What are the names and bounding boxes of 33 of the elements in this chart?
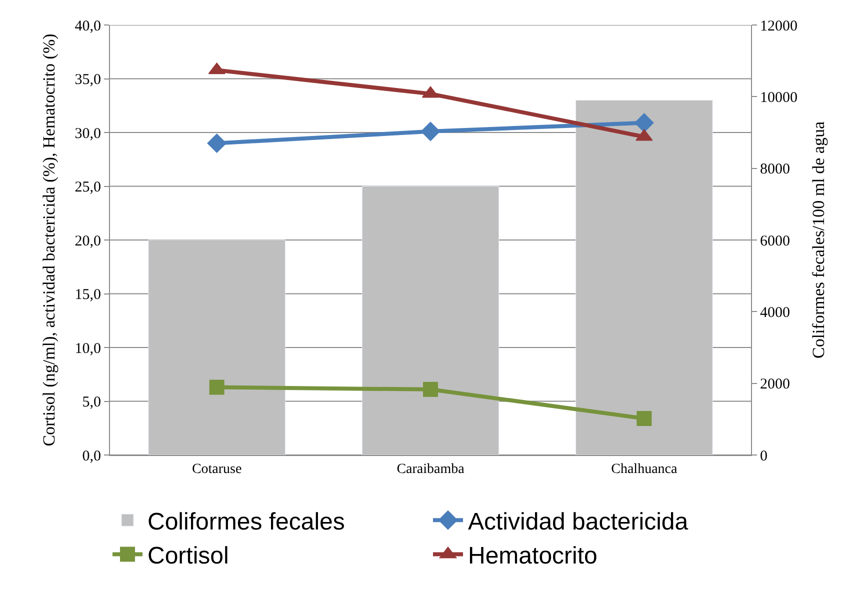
y2-axis-title: Coliformes fecales/100 ml de agua [808, 121, 828, 358]
point [634, 113, 654, 132]
point [636, 410, 652, 426]
legend-label: Coliformes fecales [148, 508, 345, 536]
bar [148, 240, 286, 455]
y-tick-label: 35,0 [74, 72, 101, 88]
y-tick-label: 5,0 [82, 394, 101, 410]
legend-label: Actividad bactericida [468, 508, 689, 536]
y2-tick-label: 4000 [760, 304, 790, 321]
y-tick-label: 0,0 [82, 448, 101, 464]
y2-tick-label: 2000 [760, 376, 790, 393]
x-tick-label: Caraibamba [396, 462, 466, 477]
y-tick-label: 25,0 [74, 180, 101, 196]
y-axis-title: Cortisol (ng/ml), actividad bactericida (%), Hematocrito (%) [39, 34, 58, 446]
y2-tick-label: 0 [760, 448, 768, 464]
point [420, 122, 440, 142]
y-tick-label: 20,0 [74, 233, 101, 250]
point [423, 382, 438, 397]
y2-tick-label: 10000 [760, 90, 798, 106]
y-tick-label: 15,0 [74, 287, 101, 303]
y2-tick-label: 6000 [760, 233, 790, 250]
y2-tick-label: 12000 [760, 18, 798, 34]
bar [576, 100, 713, 455]
x-tick-label: Cotaruse [192, 462, 242, 477]
y-tick-label: 30,0 [74, 126, 101, 142]
y2-tick-label: 8000 [760, 162, 790, 178]
point [207, 134, 226, 153]
y-tick-label: 10,0 [74, 340, 101, 357]
legend-label: Cortisol [148, 542, 229, 570]
x-tick-label: Chalhuanca [611, 462, 678, 477]
legend-label: Hematocrito [468, 542, 598, 570]
y-tick-label: 40,0 [74, 18, 101, 34]
point [209, 380, 224, 395]
